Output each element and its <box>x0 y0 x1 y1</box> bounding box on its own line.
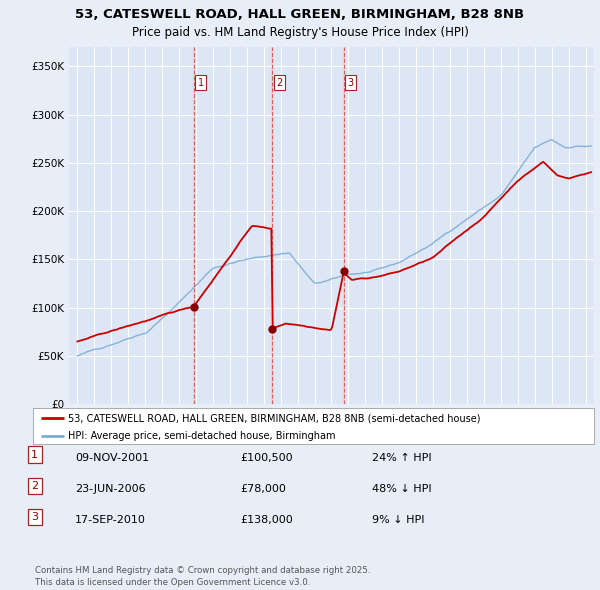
Text: 2: 2 <box>31 481 38 491</box>
Text: £78,000: £78,000 <box>240 484 286 494</box>
Text: £100,500: £100,500 <box>240 453 293 463</box>
Text: 1: 1 <box>198 77 204 87</box>
Bar <box>193 47 194 404</box>
Text: 09-NOV-2001: 09-NOV-2001 <box>75 453 149 463</box>
Text: 2: 2 <box>276 77 282 87</box>
Text: Price paid vs. HM Land Registry's House Price Index (HPI): Price paid vs. HM Land Registry's House … <box>131 26 469 39</box>
Text: HPI: Average price, semi-detached house, Birmingham: HPI: Average price, semi-detached house,… <box>68 431 335 441</box>
Text: 3: 3 <box>31 512 38 522</box>
Bar <box>343 47 344 404</box>
Text: 48% ↓ HPI: 48% ↓ HPI <box>372 484 431 494</box>
Bar <box>271 47 272 404</box>
Text: 53, CATESWELL ROAD, HALL GREEN, BIRMINGHAM, B28 8NB: 53, CATESWELL ROAD, HALL GREEN, BIRMINGH… <box>76 8 524 21</box>
Text: 3: 3 <box>348 77 354 87</box>
Text: Contains HM Land Registry data © Crown copyright and database right 2025.
This d: Contains HM Land Registry data © Crown c… <box>35 566 370 587</box>
Text: 24% ↑ HPI: 24% ↑ HPI <box>372 453 431 463</box>
Text: 23-JUN-2006: 23-JUN-2006 <box>75 484 146 494</box>
Text: 17-SEP-2010: 17-SEP-2010 <box>75 515 146 525</box>
Text: 1: 1 <box>31 450 38 460</box>
Text: 53, CATESWELL ROAD, HALL GREEN, BIRMINGHAM, B28 8NB (semi-detached house): 53, CATESWELL ROAD, HALL GREEN, BIRMINGH… <box>68 413 480 423</box>
Text: 9% ↓ HPI: 9% ↓ HPI <box>372 515 425 525</box>
Text: £138,000: £138,000 <box>240 515 293 525</box>
